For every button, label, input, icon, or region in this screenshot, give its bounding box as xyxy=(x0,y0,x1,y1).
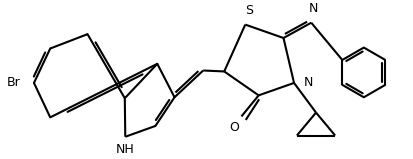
Text: NH: NH xyxy=(116,143,134,156)
Text: Br: Br xyxy=(7,76,21,89)
Text: O: O xyxy=(228,121,238,134)
Text: N: N xyxy=(308,2,317,15)
Text: N: N xyxy=(303,76,312,89)
Text: S: S xyxy=(244,4,252,17)
